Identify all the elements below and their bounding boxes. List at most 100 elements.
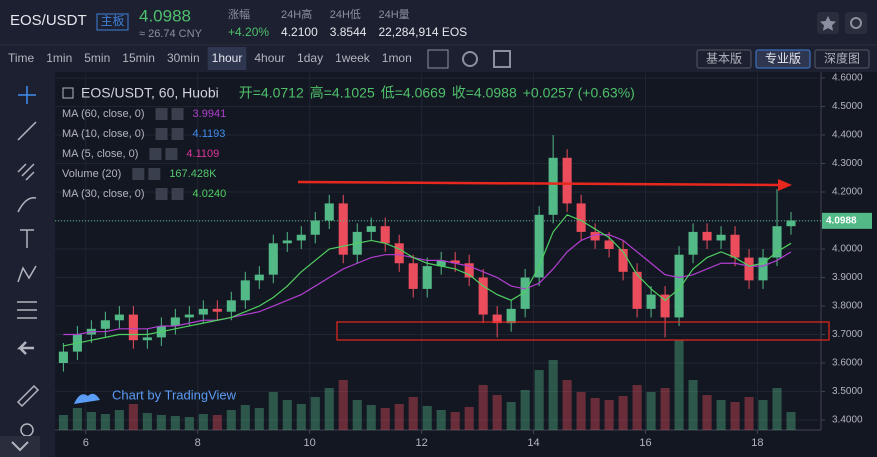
header-price: 4.0988: [139, 6, 191, 25]
volume-bar: [394, 404, 404, 430]
volume-bar: [506, 402, 516, 430]
candle-body: [730, 234, 740, 258]
star-icon: [820, 16, 836, 31]
interval[interactable]: 1hour: [212, 51, 243, 65]
indicator-button[interactable]: [155, 188, 168, 200]
indicator-button[interactable]: [155, 128, 168, 140]
x-tick-label: 16: [639, 437, 651, 449]
interval[interactable]: 1min: [46, 51, 72, 65]
candle-body: [534, 214, 544, 278]
pattern-tool[interactable]: [17, 265, 37, 283]
y-tick-label: 4.0000: [832, 244, 863, 255]
brush-tool[interactable]: [17, 197, 37, 213]
volume-bar: [772, 388, 782, 430]
indicator-value: 3.9941: [193, 108, 227, 120]
candle-body: [492, 314, 502, 324]
candle-body: [394, 243, 404, 264]
volume-bar: [72, 408, 82, 430]
indicator-button[interactable]: [148, 168, 161, 180]
volume-bar: [604, 400, 614, 430]
volume-bar: [688, 380, 698, 430]
volume-bar: [142, 413, 152, 430]
intervals: [207, 47, 247, 70]
version-button[interactable]: [755, 49, 811, 69]
y-tick-label: 4.3000: [832, 158, 863, 169]
interval[interactable]: 5min: [84, 51, 110, 65]
volume-bar: [646, 392, 656, 430]
fib-tool[interactable]: [17, 301, 37, 319]
x-tick-label: 12: [415, 437, 427, 449]
indicator-button[interactable]: [171, 108, 184, 120]
measure-tool[interactable]: [16, 384, 40, 408]
stat-value: 4.2100: [281, 25, 318, 39]
volume-bar: [58, 415, 68, 430]
text-tool[interactable]: [20, 229, 34, 248]
version-label: 基本版: [706, 52, 742, 66]
version-button[interactable]: [814, 49, 870, 69]
candle-body: [590, 231, 600, 241]
crosshair-tool[interactable]: [18, 86, 36, 104]
indicator-button[interactable]: [155, 108, 168, 120]
candle-body: [142, 337, 152, 341]
interval[interactable]: 1mon: [382, 51, 412, 65]
candle-body: [576, 203, 586, 232]
volume-bar: [478, 385, 488, 430]
candle-body: [310, 220, 320, 235]
volume-bar: [548, 360, 558, 430]
header-bar: [0, 0, 877, 44]
settings-icon[interactable]: [462, 51, 478, 67]
candle-body: [436, 260, 446, 267]
arrow-head: [778, 179, 792, 191]
interval[interactable]: 1week: [335, 51, 371, 65]
indicator-icon[interactable]: [427, 49, 449, 69]
volume-bar: [114, 410, 124, 430]
y-tick-label: 3.8000: [832, 301, 863, 312]
volume-bar: [744, 397, 754, 430]
theme-button[interactable]: [845, 12, 867, 34]
candle-body: [772, 226, 782, 258]
candle-body: [324, 203, 334, 221]
legend: EOS/USDT, 60, Huobi 开=4.0712 高=4.1025 低=4.0…: [62, 85, 635, 200]
ohlc-value: 收=4.0988: [452, 85, 517, 101]
candle-body: [408, 263, 418, 289]
y-tick-label: 3.4000: [832, 415, 863, 426]
interval[interactable]: 15min: [122, 51, 155, 65]
channel-tool[interactable]: [17, 163, 35, 181]
ohlc-value: 低=4.0669: [381, 85, 446, 101]
version-button[interactable]: [696, 49, 752, 69]
y-tick-label: 3.9000: [832, 272, 863, 283]
indicator-button[interactable]: [149, 148, 162, 160]
screenshot-icon[interactable]: [493, 50, 511, 68]
volume-bar: [786, 412, 796, 430]
volume-bar: [534, 370, 544, 430]
line-tool[interactable]: [17, 121, 37, 141]
candle-body: [464, 263, 474, 278]
volume-bar: [310, 397, 320, 430]
indicator-button[interactable]: [171, 188, 184, 200]
indicator-name: MA (30, close, 0): [62, 188, 145, 200]
volume-bar: [576, 392, 586, 430]
collapse-button[interactable]: [0, 436, 40, 457]
interval[interactable]: 1day: [297, 51, 323, 65]
candle-body: [240, 280, 250, 301]
interval[interactable]: 30min: [167, 51, 200, 65]
volume-bar: [464, 407, 474, 430]
back-tool[interactable]: [16, 341, 34, 355]
candle-body: [604, 240, 614, 250]
watermark: Chart by TradingView: [74, 387, 237, 404]
interval[interactable]: 4hour: [254, 51, 285, 65]
candle-body: [688, 231, 698, 255]
indicator-button[interactable]: [171, 128, 184, 140]
volume-bar: [562, 380, 572, 430]
y-tick-label: 4.2000: [832, 187, 863, 198]
interval[interactable]: Time: [8, 51, 35, 65]
indicator-button[interactable]: [132, 168, 145, 180]
indicator-button[interactable]: [165, 148, 178, 160]
sun-icon: [850, 17, 862, 29]
left-toolbar: [0, 72, 46, 457]
volume-bar: [450, 412, 460, 430]
volume-bar: [198, 414, 208, 430]
indicator-name: Volume (20): [62, 168, 121, 180]
candle-body: [758, 257, 768, 281]
